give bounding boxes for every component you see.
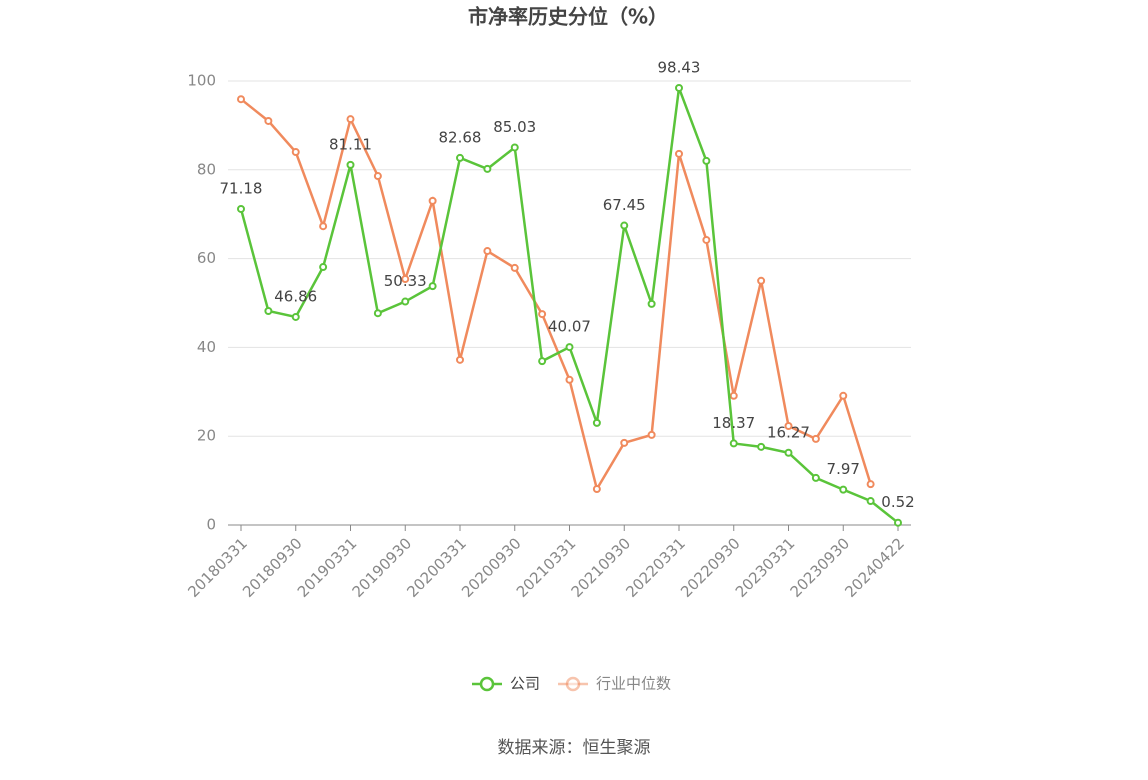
point <box>538 310 547 319</box>
point <box>510 143 519 152</box>
legend-label: 公司 <box>510 675 540 693</box>
point <box>291 148 300 157</box>
point <box>702 156 711 165</box>
point <box>592 485 601 494</box>
point <box>291 312 300 321</box>
data-label: 71.18 <box>220 179 263 197</box>
point <box>373 309 382 318</box>
data-label: 0.52 <box>881 493 914 511</box>
point <box>456 153 464 162</box>
point <box>894 518 902 527</box>
point <box>565 375 574 384</box>
point <box>729 391 738 400</box>
point <box>592 418 601 427</box>
series-line <box>240 98 872 493</box>
data-label: 16.27 <box>767 423 810 441</box>
y-tick-label: 100 <box>187 72 216 90</box>
data-label: 98.43 <box>658 58 701 76</box>
point <box>237 95 245 104</box>
data-label: 46.86 <box>274 287 317 305</box>
y-tick-label: 20 <box>197 427 216 445</box>
legend-icon <box>565 676 581 692</box>
point <box>757 442 766 451</box>
y-tick-label: 80 <box>197 160 216 178</box>
data-label: 81.11 <box>329 135 372 153</box>
point <box>784 421 793 430</box>
point <box>620 221 629 230</box>
point <box>346 160 355 169</box>
point <box>373 172 382 181</box>
x-tick-label: 20240422 <box>841 534 908 601</box>
data-label: 67.45 <box>603 196 646 214</box>
point <box>866 480 875 489</box>
data-label: 18.37 <box>712 414 755 432</box>
legend-icon <box>479 676 495 692</box>
point <box>702 235 711 244</box>
point <box>784 448 793 457</box>
y-tick-label: 0 <box>206 516 216 534</box>
data-label: 85.03 <box>493 118 536 136</box>
point <box>675 83 683 92</box>
point <box>866 497 875 506</box>
point <box>428 282 437 291</box>
point <box>647 299 656 308</box>
data-label: 82.68 <box>439 128 482 146</box>
point <box>401 297 410 306</box>
point <box>319 263 328 272</box>
point <box>811 434 820 443</box>
y-tick-label: 60 <box>197 249 216 267</box>
legend-label: 行业中位数 <box>596 675 671 693</box>
data-label: 50.33 <box>384 272 427 290</box>
point <box>456 355 464 364</box>
point <box>620 438 629 447</box>
point <box>675 149 683 158</box>
point <box>428 196 437 205</box>
chart-title: 市净率历史分位（%） <box>468 5 668 29</box>
point <box>319 222 328 231</box>
point <box>538 357 547 366</box>
point <box>757 276 766 285</box>
point <box>483 164 492 173</box>
point <box>729 439 738 448</box>
point <box>401 275 410 284</box>
point <box>839 391 848 400</box>
point <box>483 247 492 256</box>
point <box>264 306 273 315</box>
data-label: 40.07 <box>548 318 591 336</box>
y-tick-label: 40 <box>197 338 216 356</box>
legend: 公司 行业中位数 <box>472 675 671 693</box>
point <box>647 430 656 439</box>
point <box>264 116 273 125</box>
point <box>237 204 245 213</box>
point <box>346 115 355 124</box>
point <box>839 485 848 494</box>
point <box>811 473 820 482</box>
data-label: 7.97 <box>827 460 860 478</box>
source: 数据来源：恒生聚源 <box>498 738 651 758</box>
point <box>565 343 574 352</box>
point <box>510 263 519 272</box>
